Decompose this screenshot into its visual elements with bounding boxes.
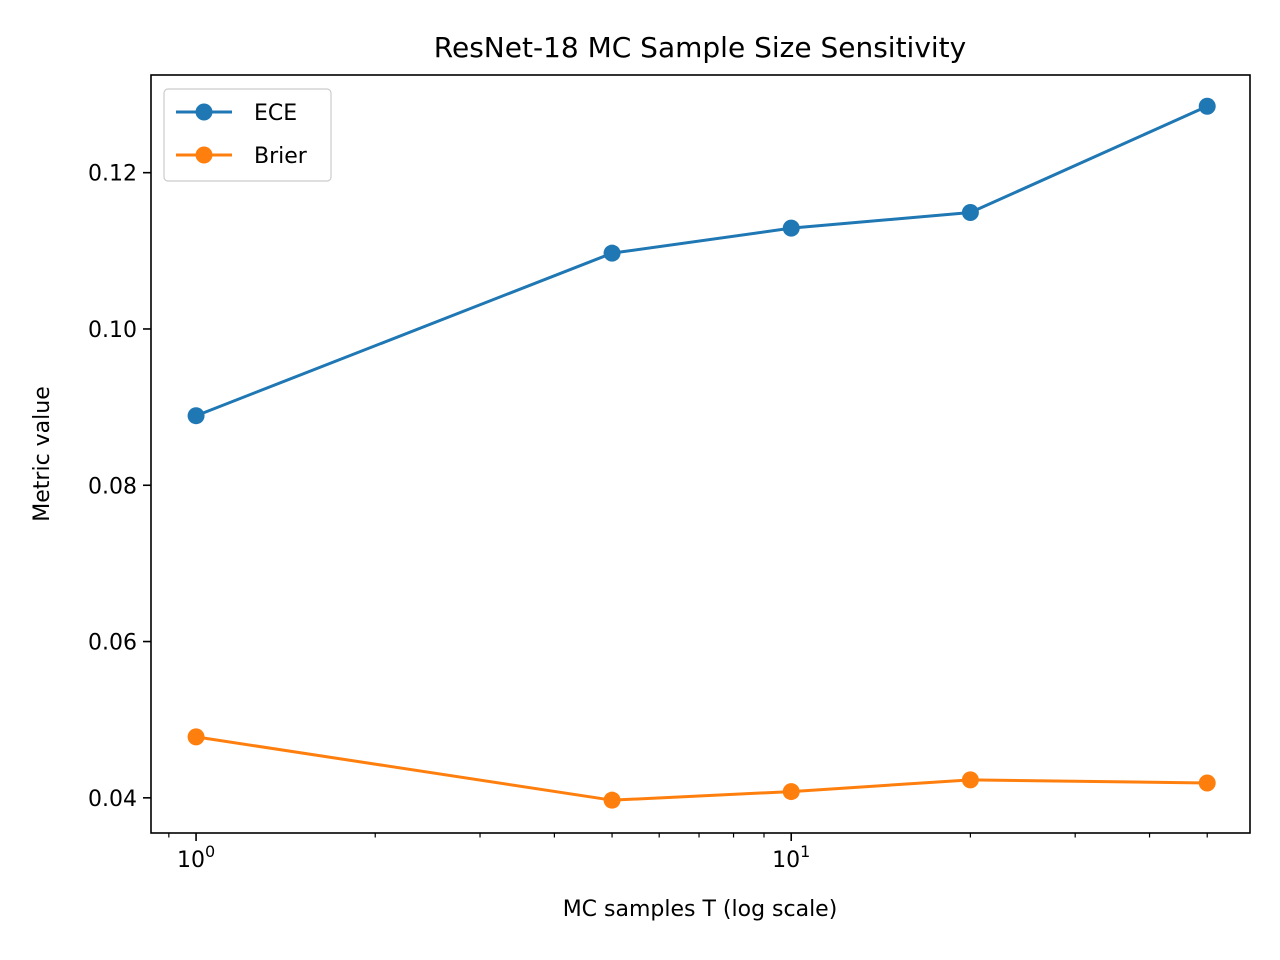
y-tick-label: 0.04 xyxy=(88,787,137,812)
legend-label-brier: Brier xyxy=(254,144,308,169)
legend-label-ece: ECE xyxy=(254,101,297,126)
series-line-ece xyxy=(195,104,1208,418)
y-tick-label: 0.12 xyxy=(88,162,137,187)
x-axis-label: MC samples T (log scale) xyxy=(563,897,838,922)
series-line-brier xyxy=(195,735,1208,802)
data-point-ece xyxy=(961,204,979,222)
data-point-brier xyxy=(1198,774,1216,792)
data-point-brier xyxy=(782,783,800,801)
data-point-brier xyxy=(961,771,979,789)
data-point-ece xyxy=(187,407,205,425)
data-point-brier xyxy=(187,728,205,746)
legend-marker-ece xyxy=(195,103,213,121)
y-tick-label: 0.08 xyxy=(88,474,137,499)
data-point-ece xyxy=(603,244,621,262)
x-tick-label: 100 xyxy=(177,842,215,873)
x-tick-label: 101 xyxy=(772,842,810,873)
data-point-ece xyxy=(1198,97,1216,115)
data-point-brier xyxy=(603,791,621,809)
plot-area: 100 101 0.04 0.06 0.08 0.10 0.12 xyxy=(88,74,1251,873)
y-tick-label: 0.06 xyxy=(88,631,137,656)
legend: ECE Brier xyxy=(163,88,332,182)
y-axis-label: Metric value xyxy=(30,386,55,521)
axes-frame xyxy=(150,74,1251,834)
y-tick-label: 0.10 xyxy=(88,318,137,343)
legend-marker-brier xyxy=(195,146,213,164)
chart-title: ResNet-18 MC Sample Size Sensitivity xyxy=(434,31,966,64)
data-point-ece xyxy=(782,219,800,237)
